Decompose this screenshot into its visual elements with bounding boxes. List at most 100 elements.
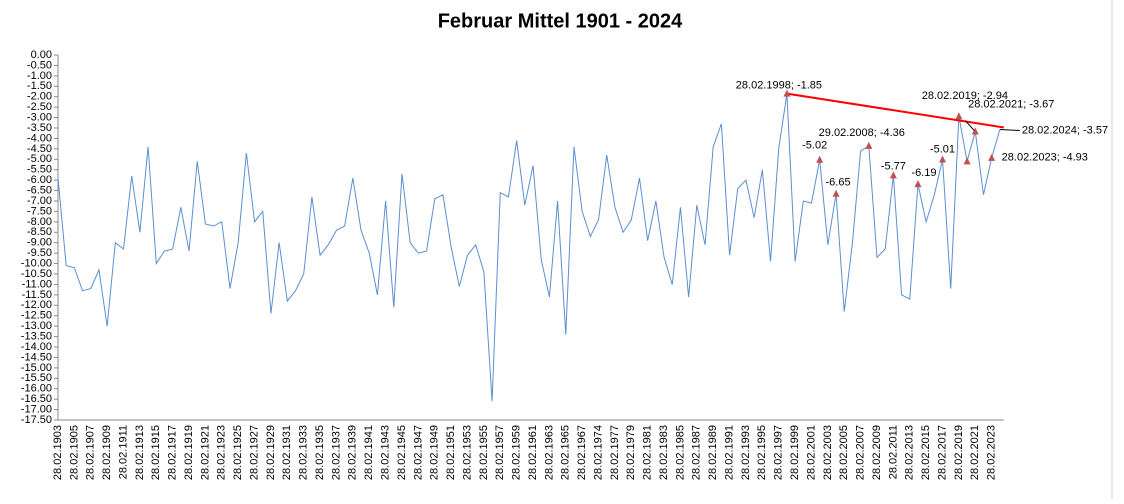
x-tick-label: 28.02.1907: [85, 425, 97, 480]
x-tick-label: 28.02.1939: [347, 425, 359, 480]
x-tick-label: 28.02.1935: [314, 425, 326, 480]
point-marker: [963, 157, 971, 165]
y-tick-label: -11.50: [22, 289, 52, 301]
x-tick-label: 28.02.1965: [560, 425, 572, 480]
y-tick-label: 0.00: [31, 49, 52, 61]
x-tick-label: 28.02.1911: [117, 425, 129, 479]
y-tick-label: -7.00: [27, 195, 52, 207]
data-label: 29.02.2008; -4.36: [819, 127, 905, 139]
y-tick-label: -6.50: [27, 184, 52, 196]
x-tick-label: 28.02.1979: [625, 425, 637, 480]
y-tick-label: -2.00: [27, 91, 52, 103]
x-tick-label: 28.02.1985: [674, 425, 686, 480]
chart-title: Februar Mittel 1901 - 2024: [438, 10, 683, 32]
x-tick-label: 28.02.2015: [920, 425, 932, 480]
y-tick-label: -15.50: [21, 372, 52, 384]
x-tick-label: 28.02.2017: [936, 425, 948, 480]
x-tick-label: 28.02.1949: [429, 425, 441, 480]
point-marker: [939, 155, 947, 163]
data-label: 28.02.2024; -3.57: [1022, 124, 1108, 136]
x-tick-label: 28.02.1917: [167, 425, 179, 480]
x-tick-label: 28.02.1923: [216, 425, 228, 480]
y-tick-label: -9.00: [27, 237, 52, 249]
y-tick-label: -4.50: [27, 143, 52, 155]
x-tick-label: 28.02.1957: [494, 425, 506, 480]
x-tick-label: 28.02.1927: [248, 425, 260, 480]
x-tick-label: 28.02.2009: [871, 425, 883, 480]
x-tick-label: 28.02.1959: [511, 425, 523, 480]
y-tick-label: -17.00: [21, 403, 52, 415]
x-tick-label: 28.02.2001: [805, 425, 817, 480]
y-tick-label: -4.00: [27, 132, 52, 144]
y-tick-label: -14.50: [21, 351, 52, 363]
data-label: 28.02.1998; -1.85: [736, 79, 822, 91]
point-marker: [832, 189, 840, 197]
x-tick-label: 28.02.1993: [740, 425, 752, 480]
y-tick-label: -5.50: [27, 164, 52, 176]
x-tick-label: 28.02.1963: [543, 425, 555, 480]
x-tick-label: 28.02.2011: [887, 425, 899, 479]
y-tick-label: -17.50: [21, 414, 52, 426]
x-tick-label: 28.02.1961: [527, 425, 539, 480]
point-marker: [988, 153, 996, 161]
point-marker: [889, 171, 897, 179]
x-tick-label: 28.02.1983: [658, 425, 670, 480]
y-tick-label: -12.50: [21, 310, 52, 322]
y-tick-label: -10.00: [21, 257, 52, 269]
y-tick-label: -3.00: [27, 111, 52, 123]
point-marker: [971, 127, 979, 135]
x-tick-label: 28.02.1919: [183, 425, 195, 480]
x-tick-label: 28.02.1953: [461, 425, 473, 480]
label-leader: [964, 120, 975, 131]
x-tick-label: 28.02.2021: [969, 425, 981, 480]
data-label: -5.77: [881, 160, 906, 172]
data-label: -5.01: [930, 143, 955, 155]
trend-line: [786, 92, 1005, 129]
x-tick-label: 28.02.2003: [822, 425, 834, 480]
x-tick-label: 28.02.1925: [232, 425, 244, 480]
y-tick-label: -15.00: [21, 362, 52, 374]
x-tick-label: 28.02.1967: [576, 425, 588, 480]
data-label: 28.02.2023; -4.93: [1002, 152, 1088, 164]
x-tick-label: 28.02.1931: [281, 425, 293, 480]
point-marker: [865, 141, 873, 149]
data-label: -5.02: [802, 140, 827, 152]
x-tick-label: 28.02.1947: [412, 425, 424, 480]
label-leader: [999, 128, 1020, 131]
x-tick-label: 28.02.1951: [445, 425, 457, 480]
x-tick-label: 28.02.1903: [52, 425, 64, 480]
y-tick-label: -16.00: [21, 383, 52, 395]
x-tick-label: 28.02.1943: [380, 425, 392, 480]
x-tick-label: 28.02.1929: [265, 425, 277, 480]
y-tick-label: -11.00: [22, 278, 52, 290]
y-tick-label: -1.00: [27, 70, 52, 82]
x-tick-label: 28.02.1991: [723, 425, 735, 480]
x-tick-label: 28.02.1989: [707, 425, 719, 480]
y-tick-label: -1.50: [27, 80, 52, 92]
x-tick-label: 28.02.1997: [773, 425, 785, 480]
y-tick-label: -7.50: [27, 205, 52, 217]
x-tick-label: 28.02.1941: [363, 425, 375, 480]
data-label: 28.02.2019; -2.94: [922, 90, 1008, 102]
x-tick-label: 28.02.2023: [986, 425, 998, 480]
y-tick-label: -2.50: [27, 101, 52, 113]
x-tick-label: 28.02.1999: [789, 425, 801, 480]
x-tick-label: 28.02.1921: [199, 425, 211, 480]
x-tick-label: 28.02.1981: [642, 425, 654, 480]
y-tick-label: -13.50: [21, 330, 52, 342]
y-tick-label: -13.00: [21, 320, 52, 332]
y-tick-label: -8.00: [27, 216, 52, 228]
data-label: 28.02.2021; -3.67: [968, 98, 1054, 110]
x-tick-label: 28.02.1905: [68, 425, 80, 480]
x-tick-label: 28.02.1974: [592, 425, 604, 480]
y-tick-label: -0.50: [27, 59, 52, 71]
y-tick-label: -14.00: [21, 341, 52, 353]
x-tick-label: 28.02.1933: [298, 425, 310, 480]
data-label: -6.65: [826, 177, 851, 189]
data-label: -6.19: [911, 167, 936, 179]
y-tick-label: -9.50: [27, 247, 52, 259]
x-tick-label: 28.02.1915: [150, 425, 162, 480]
data-line: [57, 93, 1001, 402]
y-tick-label: -8.50: [27, 226, 52, 238]
